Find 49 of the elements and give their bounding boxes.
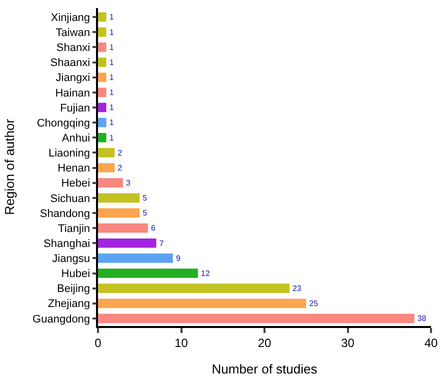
- y-tick-label: Liaoning: [48, 148, 90, 160]
- x-tick-label: 20: [258, 336, 272, 350]
- x-tick-label: 30: [341, 336, 355, 350]
- y-tick-label: Xinjiang: [50, 12, 90, 24]
- y-tick-label: Hainan: [55, 87, 90, 100]
- bar: [98, 72, 106, 82]
- bar: [98, 178, 123, 188]
- y-tick-label: Fujian: [60, 102, 90, 114]
- x-tick-label: 40: [424, 336, 438, 350]
- bar: [98, 208, 140, 218]
- y-tick-label: Henan: [58, 162, 90, 175]
- bar: [98, 238, 156, 248]
- x-axis-title: Number of studies: [212, 361, 318, 376]
- y-tick-label: Hebei: [61, 178, 90, 190]
- bar: [98, 58, 106, 67]
- y-tick-label: Zhejiang: [48, 298, 90, 310]
- bar: [98, 118, 106, 128]
- x-tick-label: 10: [174, 336, 188, 350]
- bar: [98, 284, 290, 293]
- y-tick-label: Shanxi: [56, 42, 90, 54]
- bar: [98, 102, 106, 112]
- bar: [98, 27, 106, 37]
- y-tick-label: Jiangxi: [56, 72, 90, 84]
- y-tick-label: Jiangsu: [52, 253, 90, 266]
- bar: [98, 148, 115, 158]
- bar: [98, 314, 414, 324]
- bar: [98, 12, 106, 22]
- x-tick-label: 0: [94, 336, 102, 350]
- bar: [98, 88, 106, 98]
- bar: [98, 163, 115, 172]
- y-tick-label: Shanghai: [44, 238, 90, 250]
- y-tick-label: Shaanxi: [50, 57, 90, 70]
- bar: [98, 132, 106, 142]
- y-axis-title: Region of author: [2, 118, 17, 216]
- bar: [98, 298, 306, 308]
- bar: [98, 254, 173, 263]
- y-tick-label: Tianjin: [58, 222, 90, 235]
- y-tick-label: Chongqing: [36, 117, 90, 130]
- y-tick-label: Anhui: [62, 132, 90, 144]
- y-tick-label: Beijing: [57, 283, 90, 296]
- y-tick-label: Shandong: [40, 208, 90, 220]
- bar: [98, 193, 140, 203]
- bar: [98, 223, 148, 233]
- bar: [98, 42, 106, 52]
- y-tick-label: Hubei: [61, 268, 90, 280]
- y-tick-label: Guangdong: [32, 313, 90, 326]
- y-tick-label: Taiwan: [56, 26, 90, 39]
- y-tick-label: Sichuan: [50, 192, 90, 205]
- bar: [98, 268, 198, 278]
